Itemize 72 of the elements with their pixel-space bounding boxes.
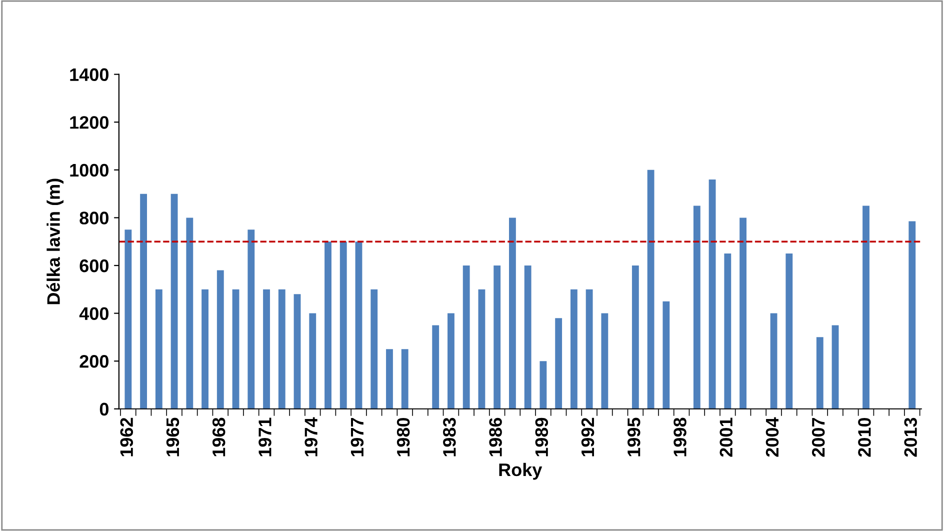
bar	[462, 266, 470, 409]
bar	[770, 313, 778, 409]
bar	[786, 254, 793, 409]
bar	[740, 218, 746, 409]
bar	[586, 289, 593, 409]
x-tick-label: 1968	[212, 418, 226, 456]
x-tick-label: 1983	[443, 418, 456, 456]
x-tick-label: 1965	[166, 418, 180, 456]
bar	[186, 218, 194, 409]
bar	[524, 266, 532, 409]
bar	[708, 179, 716, 409]
bar	[355, 242, 362, 409]
bar	[140, 194, 147, 409]
bar	[432, 325, 440, 409]
y-tick-label: 600	[80, 259, 108, 272]
bar	[155, 289, 162, 409]
bar	[324, 242, 332, 409]
bar	[170, 194, 178, 409]
bar	[494, 266, 501, 409]
x-tick-label: 1980	[396, 418, 410, 456]
x-tick-label: 1962	[120, 418, 134, 456]
bar	[908, 221, 916, 409]
bar	[632, 266, 639, 409]
x-tick-label: 1977	[350, 418, 364, 456]
x-tick-label: 2007	[812, 418, 825, 457]
bar	[570, 289, 578, 409]
y-tick-label: 1400	[70, 68, 108, 82]
y-tick-label: 1000	[70, 164, 108, 177]
bar	[216, 270, 224, 409]
bar	[862, 206, 870, 409]
x-tick-label: 2001	[720, 418, 733, 457]
bar	[386, 349, 393, 409]
y-tick-label: 800	[80, 212, 108, 224]
bar	[370, 289, 378, 409]
bar	[124, 230, 132, 409]
bar	[294, 294, 301, 409]
x-tick-label: 1986	[489, 418, 502, 456]
bar	[309, 313, 316, 409]
x-tick-label: 1995	[627, 418, 640, 456]
bar	[509, 218, 516, 409]
bar	[278, 289, 286, 409]
bar	[263, 289, 270, 409]
bar	[662, 301, 670, 409]
x-axis-title: Roky	[499, 462, 542, 480]
x-tick-label: 1992	[581, 418, 594, 456]
x-tick-label: 1998	[674, 418, 686, 456]
x-tick-label: 2010	[858, 418, 871, 457]
x-tick-label: 2013	[904, 418, 917, 457]
y-tick-label: 1200	[70, 116, 108, 129]
bar	[401, 349, 408, 409]
bar	[832, 325, 839, 409]
y-tick-label: 200	[80, 355, 108, 368]
bar	[816, 337, 824, 409]
x-tick-label: 1989	[535, 418, 548, 456]
x-tick-label: 1974	[304, 417, 318, 456]
bar	[448, 313, 454, 409]
bar	[248, 230, 255, 409]
y-axis-title: Délka lavin (m)	[46, 178, 64, 304]
bar	[601, 313, 608, 409]
y-tick-label: 400	[79, 307, 108, 320]
bar	[724, 254, 732, 409]
y-tick-label: 0	[100, 402, 108, 416]
bar	[693, 206, 700, 409]
bar	[340, 242, 347, 409]
x-tick-label: 2004	[766, 417, 779, 457]
x-tick-label: 1971	[258, 418, 272, 456]
bar	[478, 289, 486, 409]
bar	[540, 361, 547, 409]
bar	[202, 289, 208, 409]
bar	[555, 318, 562, 409]
bar	[232, 289, 240, 409]
bar	[647, 170, 654, 409]
